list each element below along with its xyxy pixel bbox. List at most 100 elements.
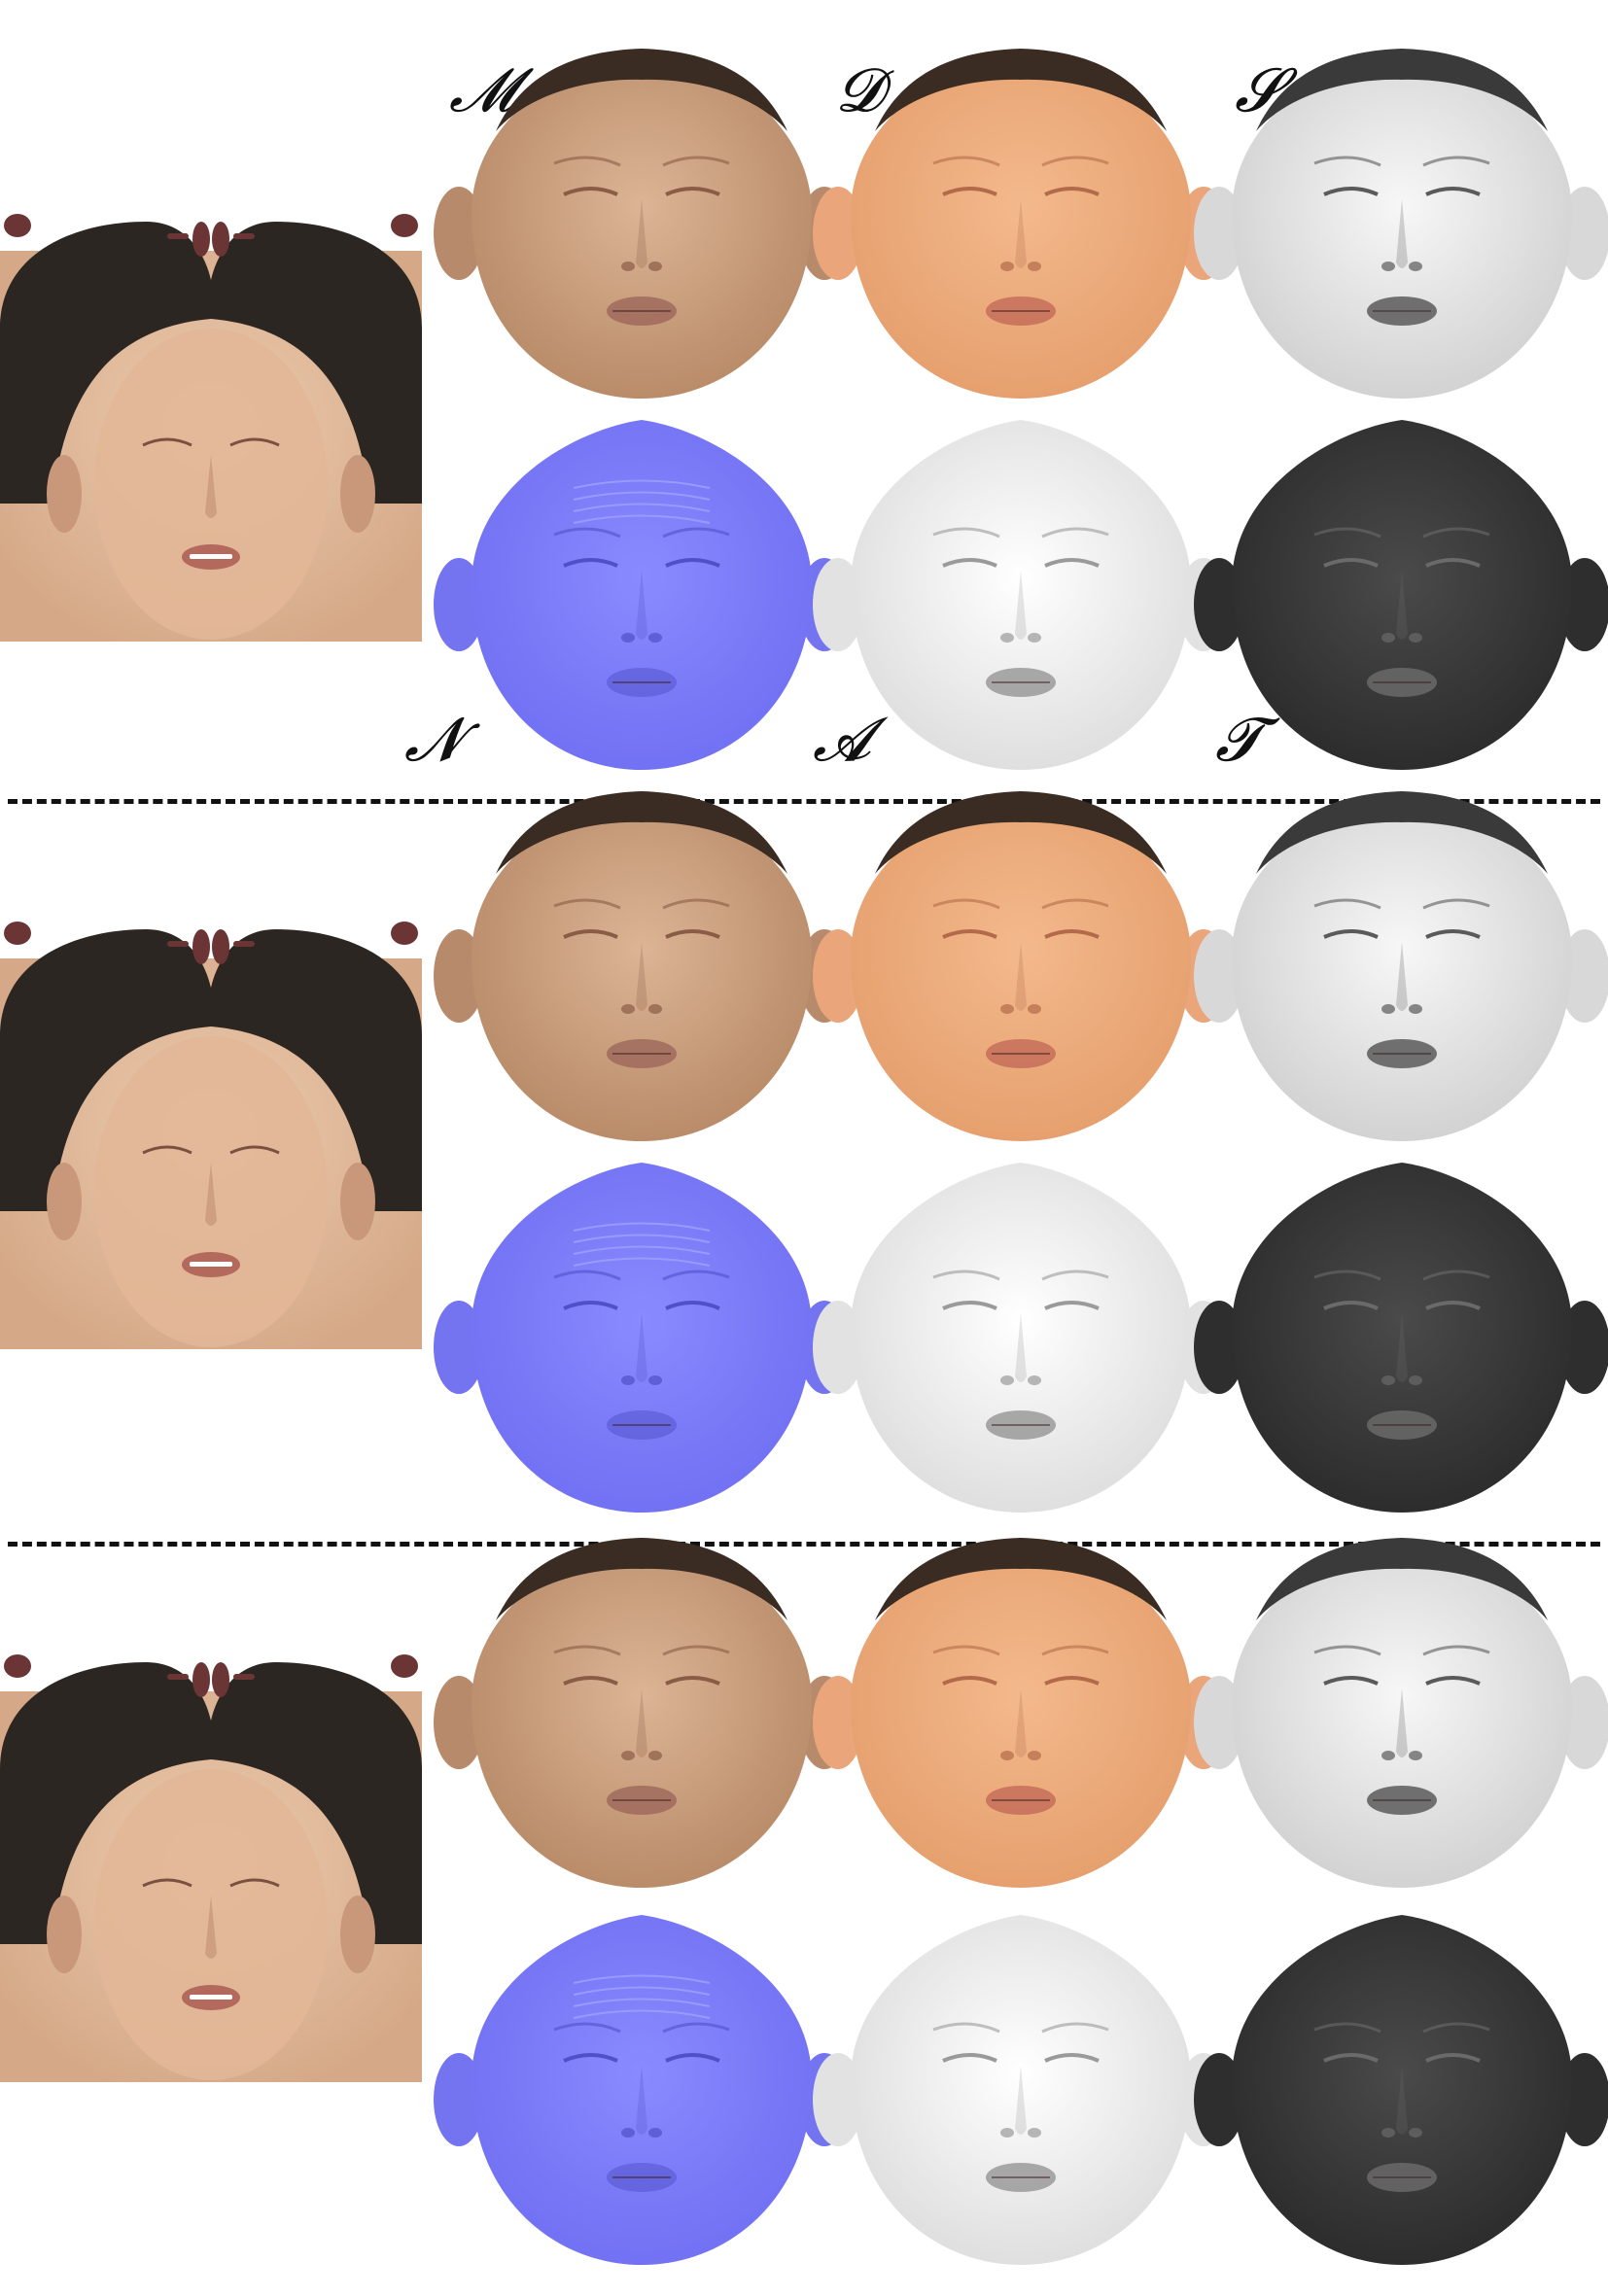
eye-right — [1044, 187, 1100, 196]
ear-left — [434, 929, 484, 1023]
nose — [1015, 1313, 1027, 1382]
ear-left — [1194, 929, 1244, 1023]
nose — [1015, 2066, 1027, 2135]
map-specular-row-2 — [1194, 791, 1608, 1141]
eye-right — [1044, 558, 1100, 568]
eye-right — [1425, 558, 1481, 568]
nose — [1396, 1313, 1408, 1382]
eye-left — [1323, 2053, 1379, 2063]
map-translucency-row-2 — [1194, 1163, 1608, 1513]
label-normal: 𝓝 — [404, 704, 463, 775]
head-shape — [1232, 1915, 1572, 2265]
head-shape — [472, 420, 812, 770]
label-translucency: 𝓣 — [1215, 704, 1262, 775]
eye-left — [1323, 558, 1379, 568]
eye-right — [665, 2053, 720, 2063]
eye-left — [942, 187, 997, 196]
map-ambient-row-1 — [813, 420, 1229, 770]
ear-left — [1194, 2053, 1244, 2146]
head-shape — [851, 1915, 1191, 2265]
head-shape — [1232, 49, 1572, 399]
nose — [1015, 571, 1027, 640]
hair-cap — [1256, 1538, 1548, 1620]
ear-left — [434, 1676, 484, 1769]
uv-texture-row-3 — [0, 1654, 422, 2082]
head-shape — [472, 1163, 812, 1513]
eye-right — [1044, 1301, 1100, 1310]
uv-texture-row-1 — [0, 214, 422, 642]
nose — [1015, 942, 1027, 1011]
ear-left — [1194, 187, 1244, 280]
uv-texture-row-2 — [0, 922, 422, 1349]
map-diffuse-row-1 — [813, 49, 1229, 399]
eye-right — [665, 1301, 720, 1310]
eye-left — [563, 1676, 618, 1686]
head-shape — [472, 49, 812, 399]
eye-left — [563, 187, 618, 196]
eye-left — [942, 1301, 997, 1310]
eye-left — [942, 2053, 997, 2063]
map-ambient-row-3 — [813, 1915, 1229, 2265]
map-mesh-row-3 — [434, 1538, 850, 1888]
map-normal-row-1 — [434, 420, 850, 770]
hair-cap — [1256, 791, 1548, 874]
unwrap-hair — [0, 1662, 422, 1944]
map-specular-row-1 — [1194, 49, 1608, 399]
ear-left — [813, 1301, 863, 1394]
nose — [636, 942, 647, 1011]
nose — [1396, 571, 1408, 640]
eye-left — [942, 1676, 997, 1686]
eye-left — [942, 929, 997, 939]
map-translucency-row-1 — [1194, 420, 1608, 770]
label-diffuse: 𝓓 — [836, 54, 883, 125]
ear-left — [434, 1301, 484, 1394]
head-shape — [851, 49, 1191, 399]
eye-left — [942, 558, 997, 568]
eye-right — [1425, 929, 1481, 939]
hair-cap — [496, 1538, 787, 1620]
eye-right — [665, 558, 720, 568]
label-mesh: 𝓜 — [449, 54, 517, 125]
ear-left — [1194, 1676, 1244, 1769]
eye-right — [665, 929, 720, 939]
eye-left — [563, 2053, 618, 2063]
eye-right — [1425, 1301, 1481, 1310]
ear-left — [434, 2053, 484, 2146]
map-mesh-row-2 — [434, 791, 850, 1141]
hair-cap — [1256, 49, 1548, 131]
hair-cap — [875, 791, 1167, 874]
nose — [1396, 199, 1408, 268]
ear-left — [813, 187, 863, 280]
head-shape — [851, 791, 1191, 1141]
head-shape — [851, 1538, 1191, 1888]
eye-left — [563, 558, 618, 568]
map-translucency-row-3 — [1194, 1915, 1608, 2265]
ear-left — [813, 1676, 863, 1769]
eye-right — [1044, 2053, 1100, 2063]
nose — [1396, 1688, 1408, 1757]
unwrap-hair — [0, 929, 422, 1211]
eye-right — [1425, 2053, 1481, 2063]
ear-left — [813, 558, 863, 651]
nose — [1015, 1688, 1027, 1757]
eye-right — [1425, 1676, 1481, 1686]
hair-cap — [875, 49, 1167, 131]
ear-left — [1194, 1301, 1244, 1394]
eye-left — [563, 1301, 618, 1310]
nose — [1015, 199, 1027, 268]
nose — [636, 2066, 647, 2135]
head-shape — [1232, 1163, 1572, 1513]
ear-left — [434, 558, 484, 651]
eye-right — [665, 187, 720, 196]
eye-right — [1044, 929, 1100, 939]
eye-right — [1425, 187, 1481, 196]
eye-right — [665, 1676, 720, 1686]
row-divider-1 — [8, 799, 1600, 804]
map-normal-row-2 — [434, 1163, 850, 1513]
eye-left — [1323, 187, 1379, 196]
eye-left — [1323, 1301, 1379, 1310]
eye-right — [1044, 1676, 1100, 1686]
eye-left — [1323, 1676, 1379, 1686]
map-normal-row-3 — [434, 1915, 850, 2265]
nose — [1396, 942, 1408, 1011]
